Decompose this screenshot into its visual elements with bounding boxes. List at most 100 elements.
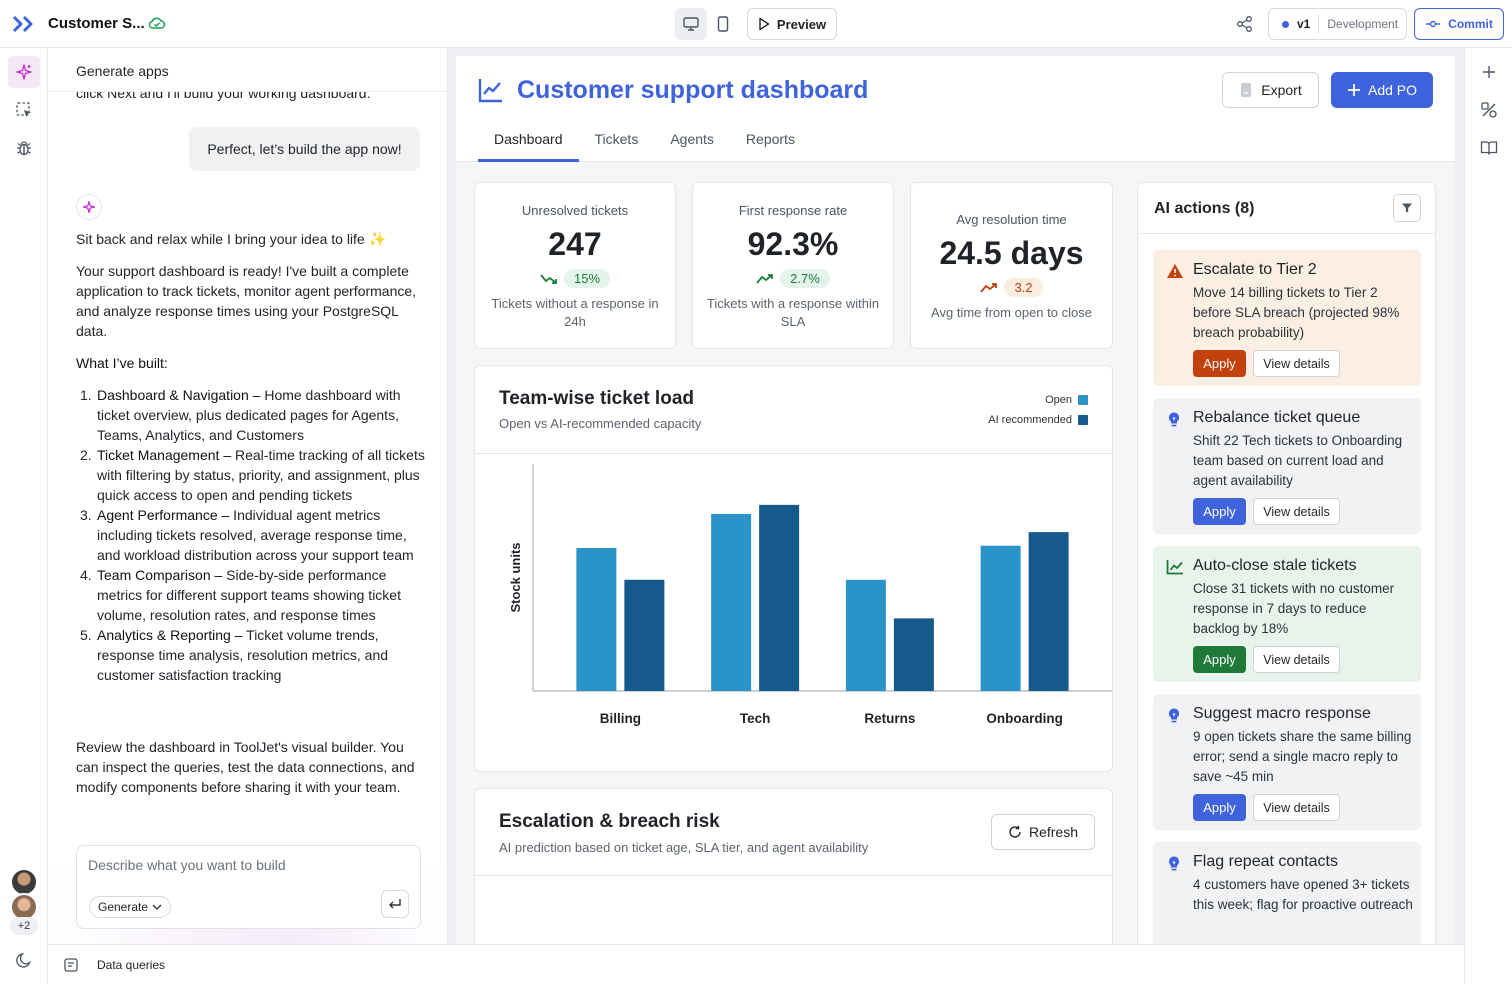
refresh-label: Refresh [1028,824,1079,840]
view-details-button[interactable]: View details [1253,498,1340,525]
collaborator-avatar[interactable] [10,893,38,921]
bar-onboarding-ai-recommended[interactable] [1028,532,1069,691]
kpi-card-avg-resolution: Avg resolution time 24.5 days 3.2 Avg ti… [910,182,1113,349]
chart-subtitle: Open vs AI-recommended capacity [499,416,702,431]
more-collaborators-badge[interactable]: +2 [10,917,38,935]
version-selector[interactable]: v1 Development [1268,8,1407,40]
page-title: Customer support dashboard [517,76,869,104]
list-item: 3. Agent Performance – Individual agent m… [76,505,426,565]
add-component-button[interactable] [1479,62,1499,82]
kpi-value: 92.3% [747,226,839,262]
trend-up-icon [756,273,774,284]
prompt-input[interactable] [88,855,408,875]
list-number: 5. [80,627,92,643]
list-item-title: Agent Performance – [97,507,230,523]
bar-tech-ai-recommended[interactable] [759,504,800,691]
add-po-button[interactable]: Add PO [1331,72,1433,108]
list-item-title: Analytics & Reporting – [97,627,243,643]
built-items-list: 1. Dashboard & Navigation – Home dashboar… [76,385,426,685]
generate-mode-dropdown[interactable]: Generate [89,896,172,918]
debugger-button[interactable] [8,132,40,164]
view-details-button[interactable]: View details [1253,794,1340,821]
list-item: 5. Analytics & Reporting – Ticket volume … [76,625,426,685]
apply-button[interactable]: Apply [1193,646,1246,673]
desktop-view-button[interactable] [675,8,707,40]
document-icon [1241,83,1252,97]
send-button[interactable] [381,890,409,918]
escalation-card: Escalation & breach risk AI prediction b… [474,788,1113,944]
divider [475,453,1112,454]
trend-down-icon [540,273,557,284]
kpi-card-first-response: First response rate 92.3% 2.7% Tickets w… [692,182,894,349]
chat-header-title: Generate apps [76,63,169,79]
lightbulb-icon [1166,707,1182,725]
lightbulb-icon [1166,411,1182,429]
divider [475,875,1112,876]
kpi-value: 247 [548,226,602,262]
tooljet-logo-icon[interactable] [12,14,36,34]
apply-button[interactable]: Apply [1193,794,1246,821]
dashboard-header: Customer support dashboard Export Add PO… [456,56,1455,162]
kpi-subtext: Tickets with a response within SLA [706,296,880,329]
commit-icon [1426,20,1441,28]
bar-returns-open[interactable] [845,579,886,691]
left-rail: +2 [0,48,48,984]
kpi-change: 2.7% [693,269,893,288]
bar-billing-ai-recommended[interactable] [624,579,665,691]
mobile-icon [717,16,729,32]
theme-toggle-button[interactable] [8,944,40,976]
list-item-text: Home dashboard with ticket overview, plu… [97,387,401,443]
tab-tickets[interactable]: Tickets [594,131,639,147]
apply-button[interactable]: Apply [1193,498,1246,525]
environment-label: Development [1327,17,1399,31]
top-bar: Customer S... Preview v1 Development Com… [0,0,1512,48]
version-status-dot [1282,20,1289,28]
action-title: Flag repeat contacts [1193,853,1338,870]
tab-reports[interactable]: Reports [745,131,795,147]
styles-button[interactable] [1479,100,1499,120]
preview-button[interactable]: Preview [747,8,837,40]
mobile-view-button[interactable] [713,8,733,40]
refresh-button[interactable]: Refresh [991,814,1095,850]
ai-action-card: Rebalance ticket queue Shift 22 Tech tic… [1153,398,1421,534]
collaborator-avatar[interactable] [10,868,38,896]
tab-dashboard[interactable]: Dashboard [478,122,579,162]
action-title: Suggest macro response [1193,705,1371,722]
select-components-button[interactable] [8,94,40,126]
list-number: 2. [80,447,92,463]
ai-action-card: Suggest macro response 9 open tickets sh… [1153,694,1421,830]
legend-item-ai: AI recommended [988,414,1088,426]
filter-button[interactable] [1393,194,1421,222]
ai-intro-text: Sit back and relax while I bring your id… [76,229,426,249]
view-details-button[interactable]: View details [1253,350,1340,377]
list-number: 3. [80,507,92,523]
trend-icon [1166,559,1184,575]
cloud-saved-icon [148,15,166,31]
documentation-button[interactable] [1479,138,1499,158]
bar-onboarding-open[interactable] [980,545,1021,691]
team-load-card: Team-wise ticket load Open vs AI-recomme… [474,365,1113,772]
data-queries-icon[interactable] [64,958,78,972]
share-icon[interactable] [1236,15,1254,33]
bar-tech-open[interactable] [711,513,752,691]
apply-button[interactable]: Apply [1193,350,1246,377]
export-button[interactable]: Export [1222,72,1319,108]
data-queries-label[interactable]: Data queries [97,958,166,972]
trend-up-icon [980,282,998,293]
commit-button[interactable]: Commit [1414,8,1504,40]
desktop-icon [683,17,699,31]
ai-generate-button[interactable] [8,56,40,88]
app-name[interactable]: Customer S... [48,15,145,32]
bar-billing-open[interactable] [576,547,617,691]
user-message: Perfect, let’s build the app now! [189,127,420,171]
chart-title: Team-wise ticket load [499,388,694,409]
warning-icon [1166,263,1184,279]
tab-agents[interactable]: Agents [670,131,714,147]
kpi-change-pill: 2.7% [780,269,830,288]
chat-header: Generate apps [48,48,447,92]
view-details-button[interactable]: View details [1253,646,1340,673]
add-po-label: Add PO [1367,82,1418,98]
action-description: Shift 22 Tech tickets to Onboarding team… [1193,433,1403,488]
kpi-label: Unresolved tickets [521,203,629,218]
bar-returns-ai-recommended[interactable] [893,618,934,691]
